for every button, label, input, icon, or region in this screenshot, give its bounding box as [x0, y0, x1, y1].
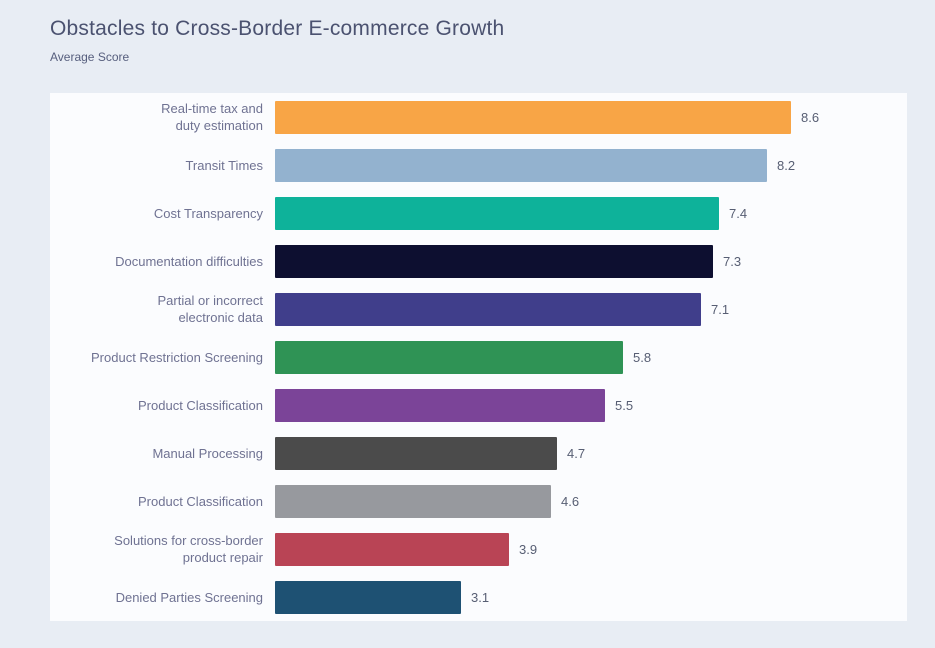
bar	[275, 580, 461, 614]
bar-zone: 3.9	[275, 532, 907, 566]
bar-row: Denied Parties Screening 3.1	[50, 573, 907, 621]
bar-row: Manual Processing 4.7	[50, 429, 907, 477]
bar-category-label: Manual Processing	[152, 445, 263, 461]
bar-row: Product Classification 5.5	[50, 381, 907, 429]
bar-zone: 8.2	[275, 148, 907, 182]
bar-category-label: Product Restriction Screening	[91, 349, 263, 365]
bar-category-label: Product Classification	[138, 493, 263, 509]
bar	[275, 244, 713, 278]
bar	[275, 100, 791, 134]
bar-row: Real-time tax and duty estimation 8.6	[50, 93, 907, 141]
bar-zone: 4.6	[275, 484, 907, 518]
bar-category-label: Product Classification	[138, 397, 263, 413]
bar-value-label: 5.5	[615, 397, 634, 413]
bar-value-label: 4.6	[561, 493, 580, 509]
bar-zone: 7.4	[275, 196, 907, 230]
bar-zone: 8.6	[275, 100, 907, 134]
bar-row: Transit Times 8.2	[50, 141, 907, 189]
bar-zone: 5.8	[275, 340, 907, 374]
bar-zone: 7.3	[275, 244, 907, 278]
bar-value-label: 4.7	[567, 445, 586, 461]
bar	[275, 340, 623, 374]
bar-row: Product Classification 4.6	[50, 477, 907, 525]
bar-row: Documentation difficulties 7.3	[50, 237, 907, 285]
bar-row: Product Restriction Screening 5.8	[50, 333, 907, 381]
bar	[275, 484, 551, 518]
bar	[275, 388, 605, 422]
bar	[275, 436, 557, 470]
chart-title: Obstacles to Cross-Border E-commerce Gro…	[50, 17, 505, 40]
bar-value-label: 8.2	[777, 157, 796, 173]
bar-value-label: 3.1	[471, 589, 490, 605]
bar-category-label: Real-time tax and duty estimation	[161, 101, 263, 133]
bar-row: Cost Transparency 7.4	[50, 189, 907, 237]
bar-category-label: Cost Transparency	[153, 205, 263, 221]
bar-value-label: 3.9	[519, 541, 538, 557]
bar-row: Solutions for cross-border product repai…	[50, 525, 907, 573]
bar	[275, 292, 701, 326]
bar-chart-panel: Real-time tax and duty estimation 8.6 Tr…	[50, 93, 907, 621]
bar	[275, 196, 719, 230]
bar-value-label: 7.4	[729, 205, 748, 221]
chart-header: Obstacles to Cross-Border E-commerce Gro…	[0, 0, 935, 64]
bar-zone: 4.7	[275, 436, 907, 470]
bar-category-label: Transit Times	[185, 157, 263, 173]
bar	[275, 148, 767, 182]
bar-category-label: Partial or incorrect electronic data	[157, 293, 263, 325]
bar-zone: 5.5	[275, 388, 907, 422]
bar-zone: 3.1	[275, 580, 907, 614]
bar-category-label: Solutions for cross-border product repai…	[114, 533, 263, 565]
bar-value-label: 5.8	[633, 349, 652, 365]
bar	[275, 532, 509, 566]
chart-subtitle: Average Score	[50, 50, 130, 64]
bar-zone: 7.1	[275, 292, 907, 326]
bar-value-label: 8.6	[801, 109, 820, 125]
bar-category-label: Denied Parties Screening	[115, 589, 263, 605]
bar-category-label: Documentation difficulties	[115, 253, 263, 269]
bar-row: Partial or incorrect electronic data 7.1	[50, 285, 907, 333]
bar-value-label: 7.3	[723, 253, 742, 269]
bar-value-label: 7.1	[711, 301, 730, 317]
